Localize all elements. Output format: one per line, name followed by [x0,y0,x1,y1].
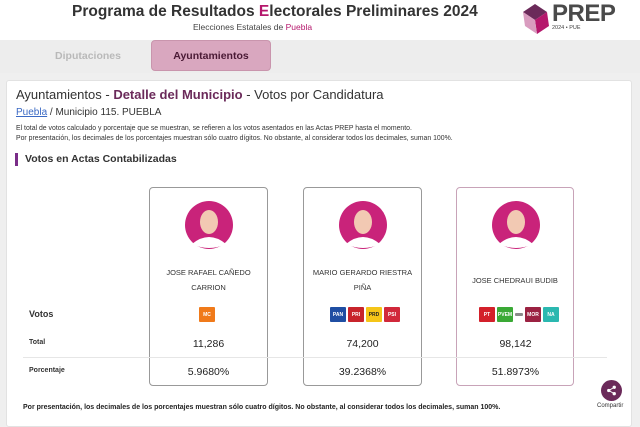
row-label-porcentaje: Porcentaje [29,367,65,374]
breadcrumb-link-puebla[interactable]: Puebla [16,107,48,118]
party-logo-icon: PVEM [497,307,513,322]
note-decimals: Por presentación, los decimales de los p… [16,135,453,142]
avatar-icon [492,201,540,249]
avatar-icon [339,201,387,249]
party-logo-icon: PRI [348,307,364,322]
note-text: El total de votos calculado y porcentaje… [16,125,412,132]
logo-subtitle: 2024 • PUE [552,25,581,31]
prep-logo-icon [523,4,549,34]
party-logo-icon [515,313,523,316]
tab-ayuntamientos[interactable]: Ayuntamientos [151,40,271,71]
avatar-icon [185,201,233,249]
row-label-votos: Votos [29,309,54,319]
vote-percentage: 5.9680% [187,366,230,378]
total-votes: 74,200 [346,338,379,350]
party-logo-icon: PT [479,307,495,322]
app-subtitle: Elecciones Estatales de Puebla [193,22,313,32]
breadcrumb: Puebla / Municipio 115. PUEBLA [16,107,162,118]
candidate-name: JOSE RAFAEL CAÑEDO [166,268,251,277]
logo-text: PREP [552,0,616,27]
vote-percentage: 51.8973% [491,366,540,378]
party-logos: PAN PRI PRD PSI [330,307,400,322]
tab-bar: Diputaciones Ayuntamientos [0,40,640,73]
candidate-card: MARIO GERARDO RIESTRA PIÑA [303,187,422,386]
candidate-name: JOSE CHEDRAUI BUDIB [472,276,558,285]
share-label: Compartir [597,403,624,409]
total-votes: 11,286 [192,338,225,350]
candidate-name: PIÑA [353,283,372,292]
vote-percentage: 39.2368% [338,366,387,378]
row-label-total: Total [29,339,46,346]
divider [23,357,607,358]
party-logos: PT PVEM MOR NA [479,307,559,322]
party-logo-icon: NA [543,307,559,322]
party-logo-icon: PAN [330,307,346,322]
app-title: Programa de Resultados Electorales Preli… [72,3,478,20]
party-logo-icon: PRD [366,307,382,322]
party-logo-icon: MC [199,307,215,322]
party-logo-icon: PSI [384,307,400,322]
candidate-name: MARIO GERARDO RIESTRA [312,268,413,277]
total-votes: 98,142 [499,338,532,350]
header: Programa de Resultados Electorales Preli… [0,0,640,40]
tab-diputaciones[interactable]: Diputaciones [55,49,121,62]
candidate-card-leading: JOSE CHEDRAUI BUDIB [456,187,574,386]
candidate-name: CARRION [191,283,226,292]
share-icon [607,385,616,396]
results-panel: Ayuntamientos - Detalle del Municipio - … [6,80,632,427]
footer-note: Por presentación, los decimales de los p… [23,404,501,411]
page-title: Ayuntamientos - Detalle del Municipio - … [16,87,384,102]
candidate-card: JOSE RAFAEL CAÑEDO CARRION [149,187,268,386]
party-logo-icon: MOR [525,307,541,322]
section-title: Votos en Actas Contabilizadas [15,153,177,166]
party-logos: MC [199,307,215,322]
share-button[interactable] [601,380,622,401]
